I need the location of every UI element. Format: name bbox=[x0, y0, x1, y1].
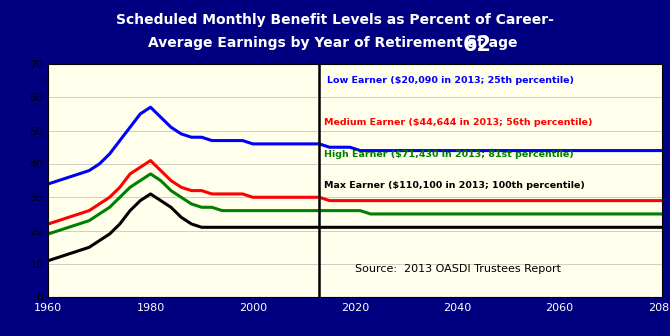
Text: Average Earnings by Year of Retirement at age: Average Earnings by Year of Retirement a… bbox=[148, 36, 522, 50]
Text: Low Earner ($20,090 in 2013; 25th percentile): Low Earner ($20,090 in 2013; 25th percen… bbox=[328, 76, 574, 85]
Text: High Earner ($71,430 in 2013; 81st percentile): High Earner ($71,430 in 2013; 81st perce… bbox=[324, 150, 574, 159]
Text: Medium Earner ($44,644 in 2013; 56th percentile): Medium Earner ($44,644 in 2013; 56th per… bbox=[324, 118, 593, 127]
Text: Scheduled Monthly Benefit Levels as Percent of Career-: Scheduled Monthly Benefit Levels as Perc… bbox=[116, 13, 554, 27]
Text: Source:  2013 OASDI Trustees Report: Source: 2013 OASDI Trustees Report bbox=[355, 264, 561, 274]
Text: Max Earner ($110,100 in 2013; 100th percentile): Max Earner ($110,100 in 2013; 100th perc… bbox=[324, 181, 586, 190]
Text: 62: 62 bbox=[462, 35, 492, 55]
